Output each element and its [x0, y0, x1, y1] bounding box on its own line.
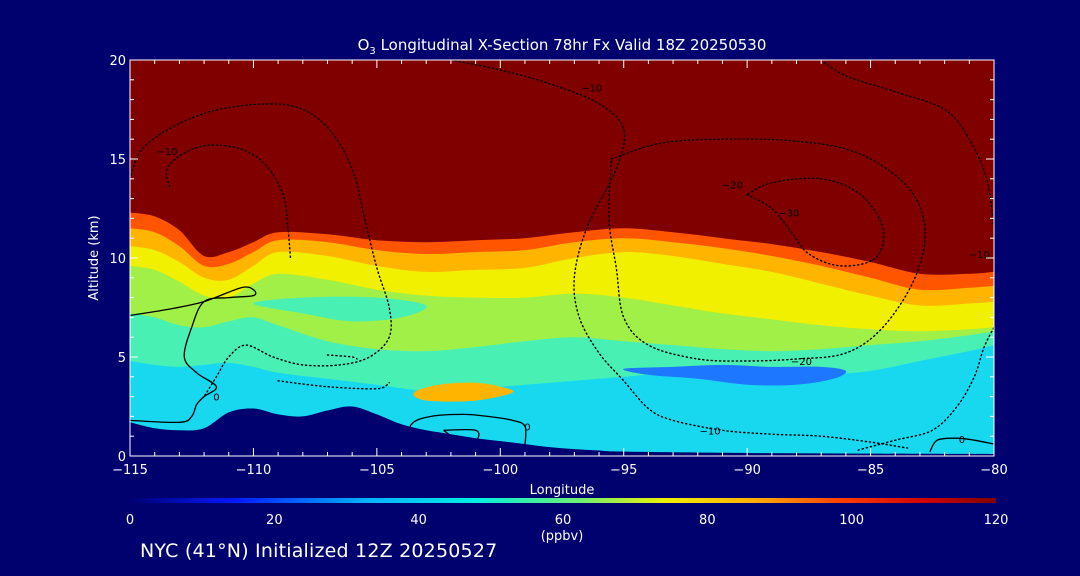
colorbar-tick-label: 80: [699, 513, 716, 528]
x-tick-label: −115: [112, 463, 148, 478]
contour-label: −10: [156, 147, 177, 158]
x-tick-label: −95: [610, 463, 637, 478]
x-tick-label: −85: [857, 463, 884, 478]
contour-label: −20: [722, 181, 743, 192]
y-tick-label: 10: [109, 252, 126, 267]
colorbar-tick-label: 100: [839, 513, 864, 528]
blob-56: [253, 296, 427, 322]
y-axis-label: Altitude (km): [87, 215, 102, 300]
contour-label: −10: [969, 250, 990, 261]
contour-neg10: [820, 60, 994, 229]
concentration-fill-bands: [130, 60, 994, 434]
contour-labels: −10 −10 −20 −30 −20 −10 −10 0 0 0: [156, 84, 989, 446]
contour-0: [130, 286, 257, 424]
y-axis: 0 5 10 15 20: [109, 54, 994, 465]
y-tick-label: 0: [118, 450, 126, 465]
blob-82: [413, 382, 514, 402]
colorbar-gradient: [130, 498, 996, 503]
chart-title: O3 Longitudinal X-Section 78hr Fx Valid …: [358, 36, 767, 57]
contour-0: [929, 437, 994, 453]
contour-label: −10: [581, 84, 602, 95]
y-tick-label: 20: [109, 54, 126, 69]
contour-neg10: [857, 326, 994, 451]
x-axis-label: Longitude: [530, 483, 595, 498]
colorbar-tick-label: 40: [410, 513, 427, 528]
colorbar: 0 20 40 60 80 100 120 (ppbv): [126, 498, 1009, 544]
x-tick-label: −100: [482, 463, 518, 478]
x-tick-label: −110: [236, 463, 272, 478]
initialization-caption: NYC (41°N) Initialized 12Z 20250527: [140, 540, 498, 562]
contour-0: [405, 413, 527, 446]
title-subscript: 3: [369, 46, 375, 57]
contour-neg10: [165, 144, 292, 259]
contour-neg10: [450, 60, 909, 449]
contour-neg30: [746, 177, 885, 267]
blob-38: [623, 364, 847, 386]
x-axis: −115 −110 −105 −100 −95 −90 −85 −80: [112, 60, 1008, 478]
x-tick-label: −80: [980, 463, 1007, 478]
contour-label: 0: [524, 422, 530, 433]
fill-band-120: [130, 60, 994, 275]
terrain-mask: [130, 406, 994, 456]
title-rest: Longitudinal X-Section 78hr Fx Valid 18Z…: [376, 36, 767, 54]
colorbar-tick-label: 0: [126, 513, 134, 528]
contour-neg10: [130, 103, 392, 398]
title-prefix: O: [358, 36, 370, 54]
colorbar-tick-label: 120: [984, 513, 1009, 528]
contour-label: −20: [791, 357, 812, 368]
colorbar-units: (ppbv): [541, 529, 584, 544]
plot-area: −10 −10 −20 −30 −20 −10 −10 0 0 0: [130, 60, 994, 456]
x-tick-label: −90: [733, 463, 760, 478]
y-tick-label: 5: [118, 351, 126, 366]
colorbar-tick-label: 20: [266, 513, 283, 528]
colorbar-tick-label: 60: [555, 513, 572, 528]
concentration-blobs: [253, 296, 847, 402]
contour-neg20: [608, 138, 926, 362]
contour-label: 0: [213, 393, 219, 404]
y-tick-label: 15: [109, 153, 126, 168]
contour-label: −10: [700, 426, 721, 437]
colorbar-ticks: 0 20 40 60 80 100 120: [126, 513, 1009, 528]
contour-neg10: [326, 354, 358, 360]
x-tick-label: −105: [359, 463, 395, 478]
contour-label: 0: [959, 435, 965, 446]
contour-neg10: [277, 380, 390, 390]
contour-label: −30: [779, 208, 800, 219]
